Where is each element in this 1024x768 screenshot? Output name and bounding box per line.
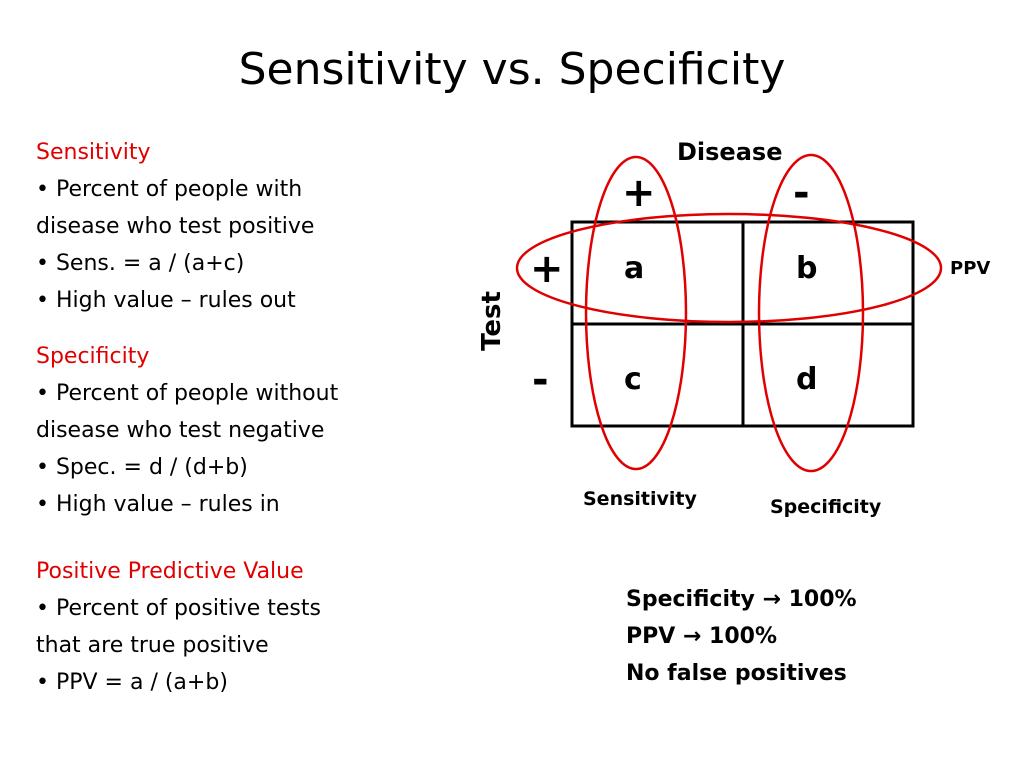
specificity-line: • Percent of people without (36, 381, 339, 406)
ppv-heading: Positive Predictive Value (36, 559, 304, 584)
ppv-line: that are true positive (36, 633, 269, 658)
sensitivity-line: • Percent of people with (36, 177, 303, 202)
sensitivity-line: disease who test positive (36, 214, 315, 239)
summary-block: Specificity → 100% PPV → 100% No false p… (626, 581, 857, 692)
disease-positive-label: + (622, 170, 656, 216)
ppv-line: • Percent of positive tests (36, 596, 321, 621)
test-negative-label: - (532, 357, 549, 403)
sensitivity-heading: Sensitivity (36, 140, 151, 165)
disease-negative-label: - (793, 170, 810, 216)
ppv-row-ellipse (515, 212, 943, 324)
specificity-caption: Specificity (770, 496, 882, 518)
ppv-section: Positive Predictive Value • Percent of p… (36, 553, 416, 701)
specificity-line: • Spec. = d / (d+b) (36, 455, 248, 480)
cell-d: d (796, 362, 818, 397)
slide-title: Sensitivity vs. Specificity (238, 44, 786, 95)
sensitivity-caption: Sensitivity (583, 488, 697, 510)
test-label: Test (476, 291, 507, 351)
specificity-heading: Specificity (36, 344, 150, 369)
sensitivity-section: Sensitivity • Percent of people with dis… (36, 134, 416, 319)
specificity-line: disease who test negative (36, 418, 325, 443)
cell-b: b (796, 251, 818, 286)
summary-line: PPV → 100% (626, 624, 777, 649)
cell-a: a (624, 251, 645, 286)
test-positive-label: + (530, 246, 564, 292)
specificity-line: • High value – rules in (36, 492, 280, 517)
specificity-column-ellipse (757, 153, 865, 473)
ppv-label: PPV (950, 258, 991, 279)
ppv-line: • PPV = a / (a+b) (36, 670, 228, 695)
cell-c: c (624, 362, 642, 397)
summary-line: Specificity → 100% (626, 587, 857, 612)
sensitivity-line: • Sens. = a / (a+c) (36, 251, 245, 276)
sensitivity-line: • High value – rules out (36, 288, 296, 313)
specificity-section: Specificity • Percent of people without … (36, 338, 416, 523)
summary-line: No false positives (626, 661, 847, 686)
sensitivity-column-ellipse (584, 155, 688, 471)
disease-label: Disease (677, 138, 783, 166)
